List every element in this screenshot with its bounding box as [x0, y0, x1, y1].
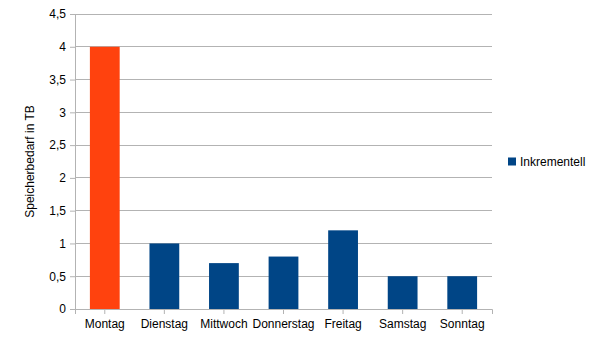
x-tick: Sonntag: [440, 309, 485, 331]
x-tick-mark: [283, 309, 284, 314]
y-tick: 4: [59, 40, 75, 54]
grid-line: [75, 112, 492, 113]
y-tick: 0: [59, 302, 75, 316]
y-axis: 0 0,5 1 1,5 2 2,5 3 3,5 4 4,5: [49, 7, 75, 316]
bar: [149, 243, 179, 309]
x-tick-label: Samstag: [379, 317, 426, 331]
x-tick: Samstag: [379, 309, 426, 331]
bar: [209, 263, 239, 309]
x-tick: Mittwoch: [200, 309, 247, 331]
y-tick-label: 2,5: [49, 138, 66, 152]
bar: [269, 257, 299, 309]
legend: Inkrementell: [508, 155, 585, 169]
x-tick: Donnerstag: [252, 309, 314, 331]
y-tick: 3,5: [49, 73, 75, 87]
y-tick-mark: [70, 276, 75, 277]
bar: [328, 230, 358, 309]
legend-swatch: [508, 158, 516, 166]
x-tick: Montag: [85, 309, 125, 331]
x-tick-mark: [164, 309, 165, 314]
x-axis-line: [76, 310, 493, 315]
y-tick: 2,5: [49, 138, 75, 152]
x-tick-label: Mittwoch: [200, 317, 247, 331]
legend-label: Inkrementell: [520, 155, 585, 169]
plot: 0 0,5 1 1,5 2 2,5 3 3,5 4 4,5 Montag Dienstag Mittwo…: [49, 7, 492, 330]
y-tick: 1,5: [49, 204, 75, 218]
x-tick-label: Sonntag: [440, 317, 485, 331]
bar: [388, 276, 418, 309]
y-tick: 4,5: [49, 7, 75, 21]
y-axis-line: [70, 15, 76, 310]
x-tick-label: Freitag: [324, 317, 361, 331]
x-tick-label: Montag: [85, 317, 125, 331]
y-tick-label: 0: [59, 302, 66, 316]
grid-line: [75, 79, 492, 80]
bars: [90, 47, 477, 309]
x-tick-label: Dienstag: [141, 317, 188, 331]
grid-line: [75, 243, 492, 244]
x-tick: Dienstag: [141, 309, 188, 331]
y-tick-mark: [70, 145, 75, 146]
x-tick-label: Donnerstag: [252, 317, 314, 331]
y-tick-mark: [70, 243, 75, 244]
y-tick: 3: [59, 106, 75, 120]
y-tick-mark: [70, 47, 75, 48]
chart: 0 0,5 1 1,5 2 2,5 3 3,5 4 4,5 Montag Dienstag Mittwo…: [0, 0, 605, 341]
grid-line: [75, 14, 492, 15]
bar: [447, 276, 477, 309]
y-tick: 1: [59, 237, 75, 251]
x-tick-mark: [462, 309, 463, 314]
y-tick: 0,5: [49, 270, 75, 284]
y-tick-mark: [70, 112, 75, 113]
y-tick-label: 0,5: [49, 270, 66, 284]
bar: [90, 47, 120, 309]
y-tick-mark: [70, 309, 75, 310]
y-tick-label: 1,5: [49, 204, 66, 218]
x-tick-mark: [343, 309, 344, 314]
grid-line: [75, 177, 492, 178]
x-tick: Freitag: [324, 309, 361, 331]
y-tick-mark: [70, 14, 75, 15]
y-tick: 2: [59, 171, 75, 185]
x-tick-mark: [223, 309, 224, 314]
y-tick-label: 4: [59, 40, 66, 54]
y-tick-label: 4,5: [49, 7, 66, 21]
grid: [75, 14, 492, 309]
y-tick-label: 3,5: [49, 73, 66, 87]
grid-line: [75, 145, 492, 146]
grid-line: [75, 46, 492, 47]
y-tick-label: 3: [59, 106, 66, 120]
y-tick-mark: [70, 178, 75, 179]
y-tick-mark: [70, 80, 75, 81]
x-axis: Montag Dienstag Mittwoch Donnerstag Freitag S…: [76, 309, 493, 331]
x-tick-mark: [104, 309, 105, 314]
y-axis-title: Speicherbedarf in TB: [23, 105, 37, 218]
grid-line: [75, 210, 492, 211]
y-tick-mark: [70, 211, 75, 212]
y-tick-label: 2: [59, 171, 66, 185]
x-tick-mark: [402, 309, 403, 314]
y-tick-label: 1: [59, 237, 66, 251]
